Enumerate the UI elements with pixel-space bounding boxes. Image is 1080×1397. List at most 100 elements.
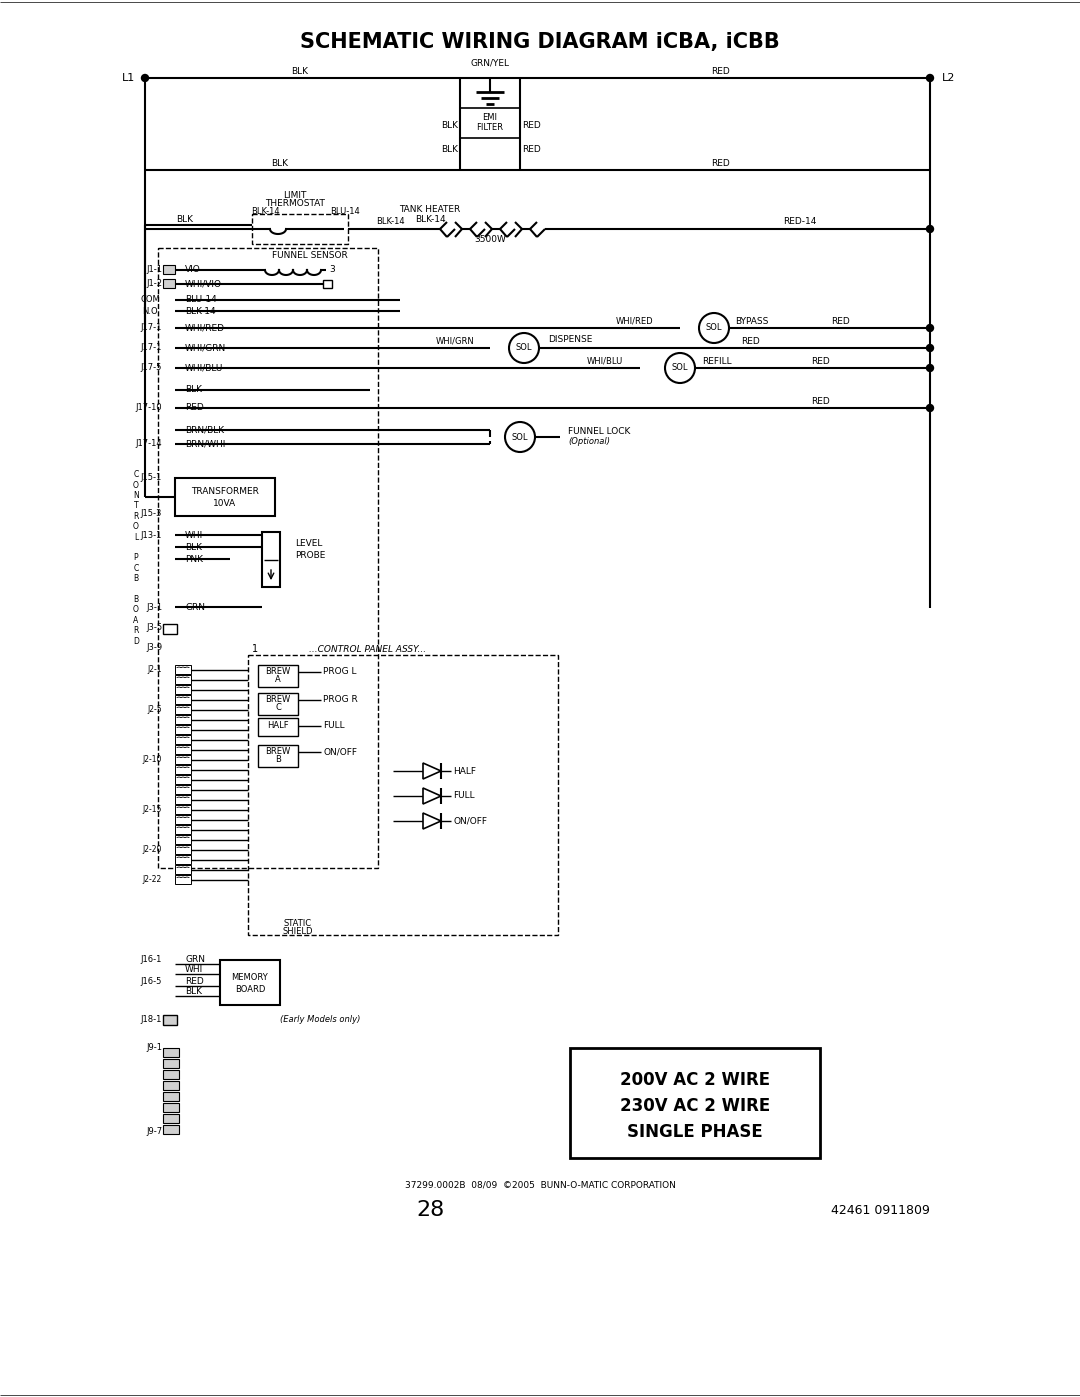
Text: BLU-14: BLU-14	[330, 208, 360, 217]
Text: BOARD: BOARD	[234, 985, 266, 995]
Polygon shape	[423, 813, 441, 828]
Circle shape	[509, 332, 539, 363]
Text: J15-3: J15-3	[140, 510, 162, 518]
Polygon shape	[423, 763, 441, 780]
Text: WHI/GRN: WHI/GRN	[185, 344, 226, 352]
Text: BLK: BLK	[185, 542, 202, 552]
Bar	[175, 795, 191, 805]
Text: LEVEL: LEVEL	[295, 538, 322, 548]
Text: L2: L2	[942, 73, 956, 82]
Text: J17-1: J17-1	[140, 324, 162, 332]
Text: BLK-14: BLK-14	[415, 215, 446, 224]
Text: TRANSFORMER: TRANSFORMER	[191, 488, 259, 496]
Text: VIO: VIO	[185, 265, 201, 274]
Text: BLK: BLK	[185, 988, 202, 996]
Text: REFILL: REFILL	[702, 356, 731, 366]
Circle shape	[927, 345, 933, 352]
Text: SCHEMATIC WIRING DIAGRAM iCBA, iCBB: SCHEMATIC WIRING DIAGRAM iCBA, iCBB	[300, 32, 780, 52]
Text: J2-22: J2-22	[143, 875, 162, 884]
Text: FILTER: FILTER	[476, 123, 503, 133]
Bar	[175, 754, 191, 764]
Text: SHIELD: SHIELD	[283, 926, 313, 936]
Bar	[175, 715, 191, 724]
Text: BLK: BLK	[271, 159, 288, 169]
Text: C: C	[275, 704, 281, 712]
Text: BLK: BLK	[441, 145, 458, 155]
Text: BRN/WHI: BRN/WHI	[185, 440, 226, 448]
Text: WHI/VIO: WHI/VIO	[185, 279, 222, 289]
Text: FULL: FULL	[453, 792, 474, 800]
Text: WHI/RED: WHI/RED	[617, 317, 653, 326]
Text: 200V AC 2 WIRE: 200V AC 2 WIRE	[620, 1071, 770, 1090]
Text: BYPASS: BYPASS	[735, 317, 768, 326]
Bar	[262, 532, 280, 587]
Text: J2-15: J2-15	[143, 805, 162, 814]
Bar	[163, 1104, 179, 1112]
Text: WHI: WHI	[185, 531, 203, 539]
Text: J2-5: J2-5	[147, 705, 162, 714]
Text: FULL: FULL	[323, 721, 345, 731]
Bar	[175, 766, 191, 774]
Text: WHI/BLU: WHI/BLU	[185, 363, 224, 373]
Text: RED: RED	[741, 337, 759, 345]
Text: (Optional): (Optional)	[568, 437, 610, 447]
Circle shape	[505, 422, 535, 453]
Text: WHI/BLU: WHI/BLU	[586, 356, 623, 366]
Text: J17-5: J17-5	[140, 363, 162, 373]
Text: GRN: GRN	[185, 956, 205, 964]
Bar	[175, 665, 191, 673]
Bar	[163, 1113, 179, 1123]
Text: J2-10: J2-10	[143, 754, 162, 764]
Bar	[163, 624, 177, 634]
Text: J2-1: J2-1	[148, 665, 162, 673]
Bar	[175, 775, 191, 784]
Text: FUNNEL LOCK: FUNNEL LOCK	[568, 427, 631, 436]
Text: GRN: GRN	[185, 602, 205, 612]
Text: ...CONTROL PANEL ASSY...: ...CONTROL PANEL ASSY...	[310, 644, 427, 654]
Text: RED: RED	[185, 404, 204, 412]
Bar	[570, 1048, 820, 1158]
Bar	[158, 249, 378, 868]
Text: L1: L1	[122, 73, 135, 82]
Text: J17-14: J17-14	[135, 440, 162, 448]
Text: BREW: BREW	[266, 696, 291, 704]
Text: 1: 1	[252, 644, 258, 654]
Text: J3-5: J3-5	[146, 623, 162, 633]
Text: N.O.: N.O.	[143, 306, 160, 316]
Text: TANK HEATER: TANK HEATER	[400, 205, 461, 215]
Bar	[258, 718, 298, 736]
Text: 10VA: 10VA	[214, 500, 237, 509]
Bar	[163, 1016, 177, 1025]
Text: BLK-14: BLK-14	[376, 218, 404, 226]
Bar	[175, 685, 191, 694]
Bar	[258, 665, 298, 687]
Text: PNK: PNK	[185, 555, 203, 563]
Text: SINGLE PHASE: SINGLE PHASE	[627, 1123, 762, 1141]
Bar	[175, 814, 191, 824]
Text: J18-1: J18-1	[140, 1016, 162, 1024]
Text: SOL: SOL	[516, 344, 532, 352]
Text: BLK-14: BLK-14	[251, 208, 280, 217]
Text: PROBE: PROBE	[295, 550, 325, 560]
Bar	[175, 826, 191, 834]
Text: SOL: SOL	[512, 433, 528, 441]
Text: DISPENSE: DISPENSE	[548, 335, 592, 345]
Bar	[258, 745, 298, 767]
Text: ON/OFF: ON/OFF	[323, 747, 357, 757]
Text: BLK-14: BLK-14	[185, 306, 216, 316]
Bar	[175, 875, 191, 884]
Text: BLK: BLK	[292, 67, 309, 77]
Text: SOL: SOL	[672, 363, 688, 373]
Bar	[163, 1048, 179, 1058]
Bar	[220, 960, 280, 1004]
Text: WHI: WHI	[185, 965, 203, 975]
Circle shape	[927, 405, 933, 412]
Bar	[323, 279, 332, 288]
Bar	[163, 1125, 179, 1134]
Circle shape	[141, 74, 149, 81]
Text: SOL: SOL	[705, 324, 723, 332]
Bar	[175, 705, 191, 714]
Text: ON/OFF: ON/OFF	[453, 816, 487, 826]
Bar	[460, 108, 519, 138]
Text: 42461 0911809: 42461 0911809	[831, 1203, 930, 1217]
